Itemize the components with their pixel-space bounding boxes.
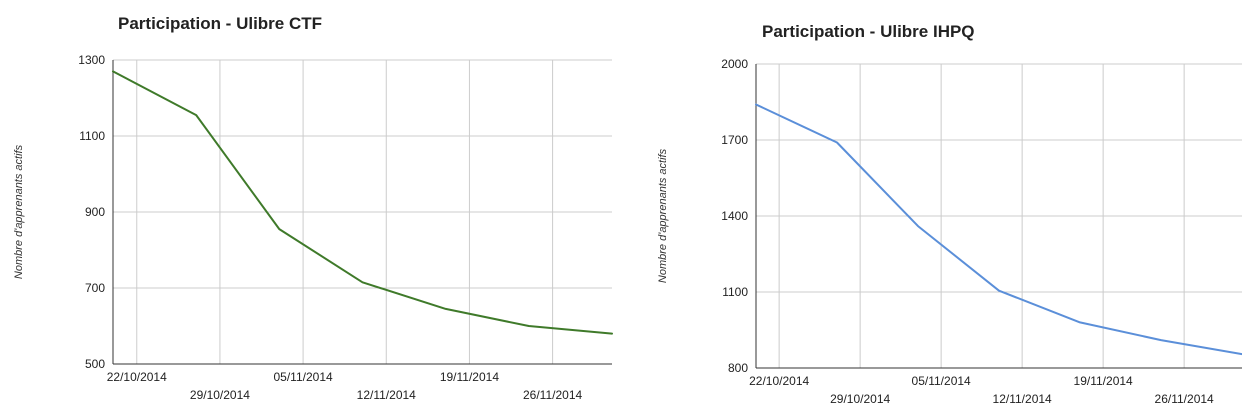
axes	[755, 64, 1242, 369]
x-tick-label: 12/11/2014	[993, 392, 1052, 406]
y-tick-label: 1700	[721, 133, 748, 147]
x-tick-label: 19/11/2014	[440, 370, 499, 384]
x-ticks: 22/10/2014 29/10/2014 05/11/2014 12/11/2014…	[107, 370, 583, 402]
chart-title: Participation - Ulibre CTF	[118, 14, 322, 33]
y-tick-label: 1100	[722, 285, 748, 299]
x-tick-label: 22/10/2014	[749, 374, 809, 388]
series-line	[112, 70, 613, 335]
y-axis-label: Nombre d'apprenants actifs	[657, 148, 669, 283]
x-tick-label: 05/11/2014	[274, 370, 333, 384]
x-tick-label: 26/11/2014	[1155, 392, 1214, 406]
x-tick-label: 19/11/2014	[1074, 374, 1133, 388]
y-ticks: 500 700 900 1100 1300	[78, 53, 105, 371]
x-tick-label: 05/11/2014	[912, 374, 971, 388]
y-tick-label: 2000	[721, 57, 748, 71]
series	[112, 70, 613, 335]
y-tick-label: 800	[728, 361, 748, 375]
chart-ctf: Participation - Ulibre CTF Nombre d'appr…	[13, 14, 613, 402]
y-tick-label: 1100	[79, 129, 105, 143]
x-tick-label: 26/11/2014	[523, 388, 582, 402]
y-ticks: 800 1100 1400 1700 2000	[721, 57, 748, 375]
chart-ihpq: Participation - Ulibre IHPQ Nombre d'app…	[657, 22, 1242, 406]
series	[755, 103, 1242, 356]
y-tick-label: 1400	[721, 209, 748, 223]
y-tick-label: 500	[85, 357, 105, 371]
y-tick-label: 900	[85, 205, 105, 219]
series-line	[755, 103, 1242, 356]
x-tick-label: 22/10/2014	[107, 370, 167, 384]
axes	[112, 60, 612, 365]
x-ticks: 22/10/2014 29/10/2014 05/11/2014 12/11/2014…	[749, 374, 1214, 406]
x-tick-label: 12/11/2014	[357, 388, 416, 402]
x-tick-label: 29/10/2014	[830, 392, 890, 406]
grid	[113, 59, 612, 365]
y-tick-label: 1300	[78, 53, 105, 67]
chart-title: Participation - Ulibre IHPQ	[762, 22, 975, 41]
x-tick-label: 29/10/2014	[190, 388, 250, 402]
y-axis-label: Nombre d'apprenants actifs	[13, 144, 25, 279]
grid	[756, 63, 1242, 369]
y-tick-label: 700	[85, 281, 105, 295]
